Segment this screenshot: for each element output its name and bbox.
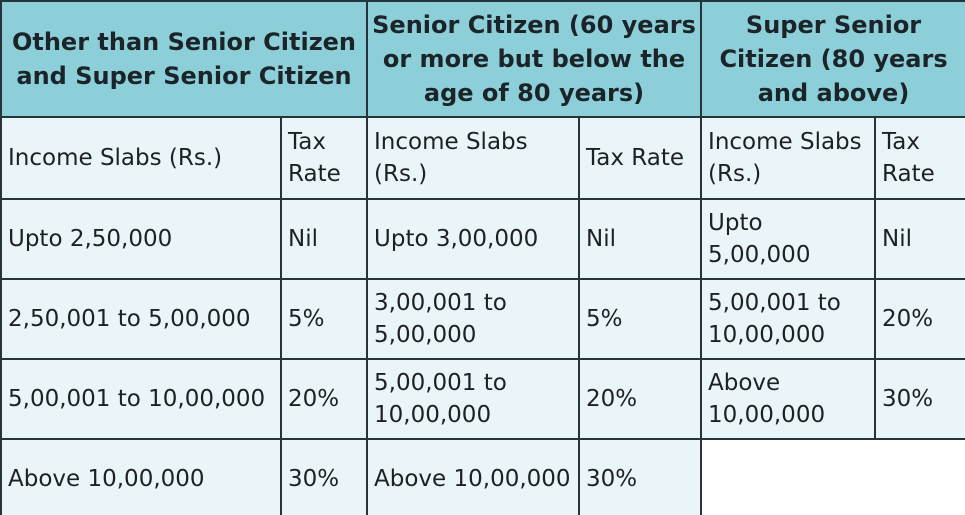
income-slab-cell: Above 10,00,000: [700, 358, 877, 440]
income-slab-cell: 3,00,001 to 5,00,000: [366, 278, 581, 360]
col-header-tax-rate: Tax Rate: [874, 116, 965, 200]
group-header-row: Other than Senior Citizen and Super Seni…: [0, 0, 965, 118]
group-header-senior: Senior Citizen (60 years or more but bel…: [366, 0, 703, 118]
tax-rate-cell: Nil: [578, 198, 703, 280]
income-slab-cell: 2,50,001 to 5,00,000: [0, 278, 282, 360]
table-row: 2,50,001 to 5,00,000 5% 3,00,001 to 5,00…: [0, 278, 965, 360]
tax-rate-cell: 20%: [279, 358, 369, 440]
column-header-row: Income Slabs (Rs.) Tax Rate Income Slabs…: [0, 116, 965, 200]
tax-rate-cell: Nil: [279, 198, 369, 280]
tax-rate-cell: 5%: [578, 278, 703, 360]
tax-rate-cell: 5%: [279, 278, 369, 360]
empty-cell: [700, 438, 965, 515]
col-header-tax-rate: Tax Rate: [578, 116, 703, 200]
tax-rate-cell: 30%: [279, 438, 369, 515]
tax-rate-cell: 20%: [874, 278, 965, 360]
income-slab-cell: Upto 5,00,000: [700, 198, 877, 280]
income-slab-cell: 5,00,001 to 10,00,000: [366, 358, 581, 440]
group-header-other: Other than Senior Citizen and Super Seni…: [0, 0, 369, 118]
tax-rate-cell: 30%: [578, 438, 703, 515]
table-row: 5,00,001 to 10,00,000 20% 5,00,001 to 10…: [0, 358, 965, 440]
table-row: Upto 2,50,000 Nil Upto 3,00,000 Nil Upto…: [0, 198, 965, 280]
table-row: Above 10,00,000 30% Above 10,00,000 30%: [0, 438, 965, 515]
tax-rate-cell: 20%: [578, 358, 703, 440]
col-header-income-slab: Income Slabs (Rs.): [0, 116, 282, 200]
tax-rate-cell: 30%: [874, 358, 965, 440]
col-header-income-slab: Income Slabs (Rs.): [700, 116, 877, 200]
income-slab-cell: Above 10,00,000: [366, 438, 581, 515]
income-slab-cell: Upto 3,00,000: [366, 198, 581, 280]
col-header-income-slab: Income Slabs (Rs.): [366, 116, 581, 200]
group-header-super-senior: Super Senior Citizen (80 years and above…: [700, 0, 965, 118]
income-slab-cell: Above 10,00,000: [0, 438, 282, 515]
income-slab-cell: 5,00,001 to 10,00,000: [0, 358, 282, 440]
col-header-tax-rate: Tax Rate: [279, 116, 369, 200]
income-slab-cell: Upto 2,50,000: [0, 198, 282, 280]
tax-rate-cell: Nil: [874, 198, 965, 280]
income-slab-cell: 5,00,001 to 10,00,000: [700, 278, 877, 360]
